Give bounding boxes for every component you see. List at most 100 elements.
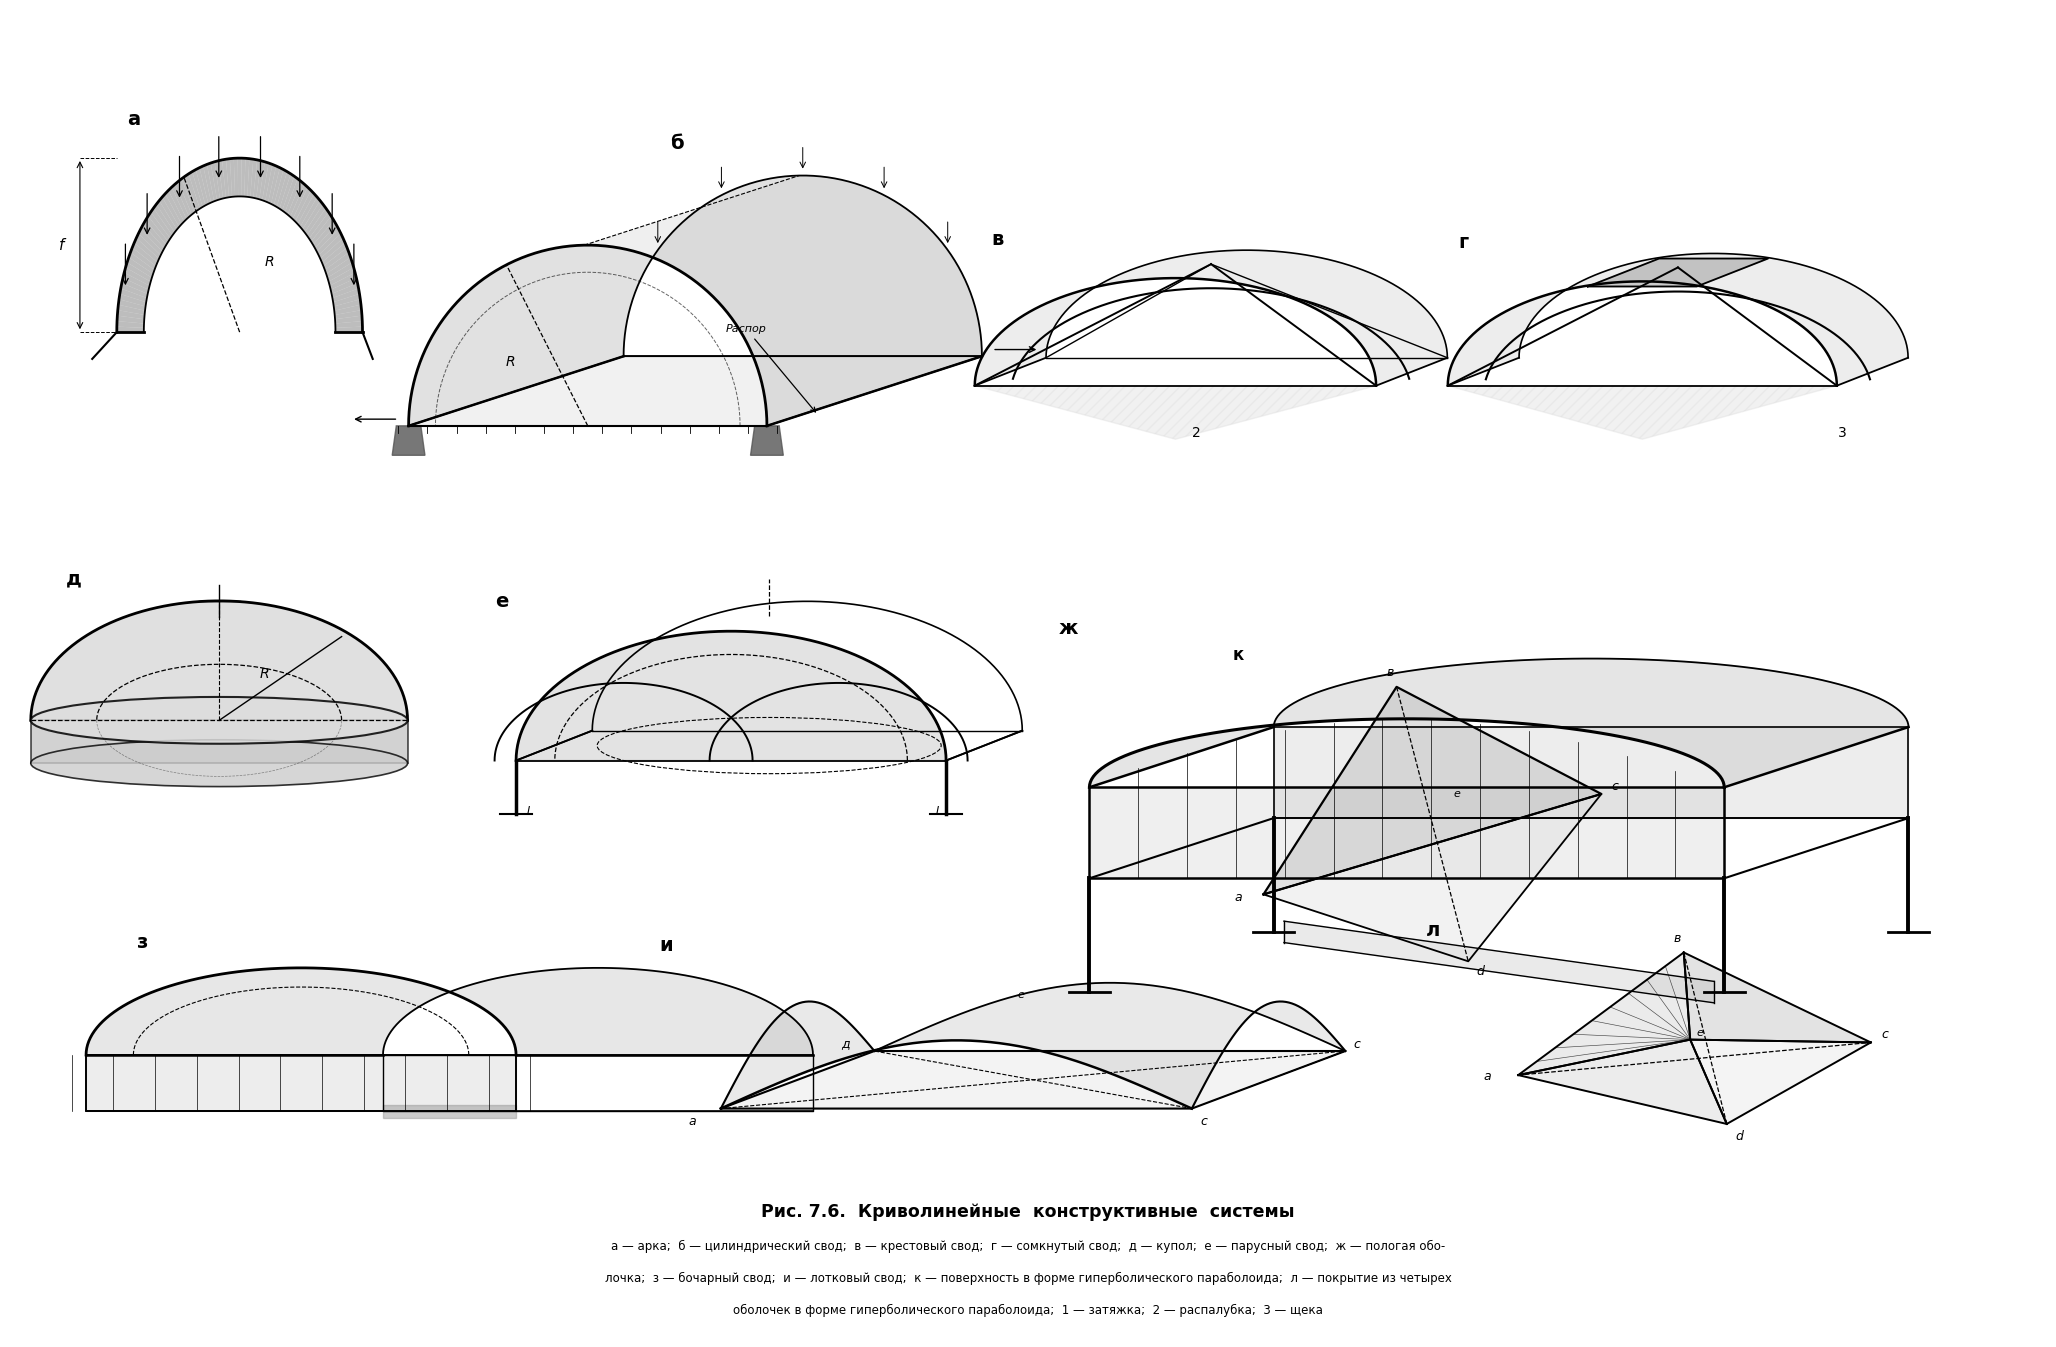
Text: Распор: Распор [726,325,816,412]
Polygon shape [214,160,222,199]
Polygon shape [335,315,362,323]
Polygon shape [150,209,173,238]
Polygon shape [584,175,983,426]
Polygon shape [263,163,271,201]
Polygon shape [1517,1040,1727,1123]
Text: d: d [1476,964,1484,978]
Polygon shape [323,242,347,267]
Polygon shape [136,233,160,259]
Polygon shape [162,194,181,226]
Text: л: л [1427,921,1441,940]
Polygon shape [238,158,243,197]
Polygon shape [189,171,204,209]
Text: L: L [526,806,533,816]
Polygon shape [975,385,1375,439]
Text: оболочек в форме гиперболического параболоида;  1 — затяжка;  2 — распалубка;  3: оболочек в форме гиперболического парабо… [734,1304,1322,1317]
Text: с: с [1612,780,1618,793]
Polygon shape [119,288,146,302]
Text: R: R [261,667,269,680]
Polygon shape [179,179,195,214]
Polygon shape [1264,793,1602,962]
Polygon shape [117,304,146,315]
Polygon shape [1587,259,1768,287]
Polygon shape [278,171,290,209]
Polygon shape [280,174,294,210]
Polygon shape [271,167,284,205]
Polygon shape [292,187,310,221]
Polygon shape [1447,253,1908,385]
Polygon shape [516,632,946,761]
Text: Рис. 7.6.  Криволинейные  конструктивные  системы: Рис. 7.6. Криволинейные конструктивные с… [761,1203,1295,1220]
Polygon shape [148,211,171,241]
Polygon shape [302,201,323,233]
Text: d: d [1735,1130,1743,1144]
Polygon shape [86,968,812,1055]
Polygon shape [290,185,308,220]
Text: 3: 3 [1838,426,1846,439]
Polygon shape [313,221,337,248]
Text: к: к [1234,647,1244,664]
Polygon shape [1690,1040,1871,1123]
Polygon shape [722,983,1345,1109]
Ellipse shape [31,740,407,787]
Polygon shape [333,294,360,307]
Polygon shape [327,257,352,277]
Text: R: R [506,354,516,369]
Polygon shape [210,162,220,201]
Text: в: в [1386,667,1394,679]
Text: е: е [1018,990,1024,1001]
Polygon shape [185,174,199,210]
Polygon shape [195,167,208,205]
Polygon shape [175,182,191,217]
Polygon shape [286,179,300,214]
Polygon shape [331,277,358,294]
Text: 2: 2 [1192,426,1201,439]
Polygon shape [300,197,321,229]
Polygon shape [119,294,146,307]
Polygon shape [409,356,983,426]
Polygon shape [226,159,232,197]
Polygon shape [251,159,257,198]
Polygon shape [409,175,983,426]
Text: в: в [1674,932,1682,944]
Polygon shape [333,288,360,302]
Polygon shape [253,160,261,198]
Polygon shape [1090,787,1725,878]
Polygon shape [304,205,325,236]
Polygon shape [323,248,350,269]
Polygon shape [132,242,158,267]
Text: е: е [495,593,510,612]
Text: в: в [991,229,1003,249]
Polygon shape [123,268,150,286]
Polygon shape [298,194,317,226]
Polygon shape [722,1051,1345,1109]
Polygon shape [140,225,164,252]
Polygon shape [171,185,189,220]
Polygon shape [181,176,197,213]
Polygon shape [130,248,156,269]
Text: д: д [841,1037,851,1051]
Polygon shape [1684,952,1871,1043]
Polygon shape [127,257,152,277]
Polygon shape [306,209,329,238]
Polygon shape [321,238,345,263]
Polygon shape [158,197,179,229]
Polygon shape [121,277,148,294]
Text: с: с [1201,1114,1207,1127]
Polygon shape [144,221,167,248]
Text: f: f [60,237,64,253]
Polygon shape [327,263,354,282]
Polygon shape [117,321,144,327]
Text: L: L [935,806,942,816]
Bar [31,721,407,764]
Polygon shape [117,326,144,333]
Polygon shape [750,426,783,455]
Polygon shape [331,283,358,298]
Polygon shape [222,159,228,198]
Polygon shape [325,252,352,273]
Text: R: R [265,255,273,269]
Polygon shape [335,321,362,327]
Polygon shape [117,310,144,319]
Polygon shape [234,158,238,197]
Polygon shape [319,233,343,259]
